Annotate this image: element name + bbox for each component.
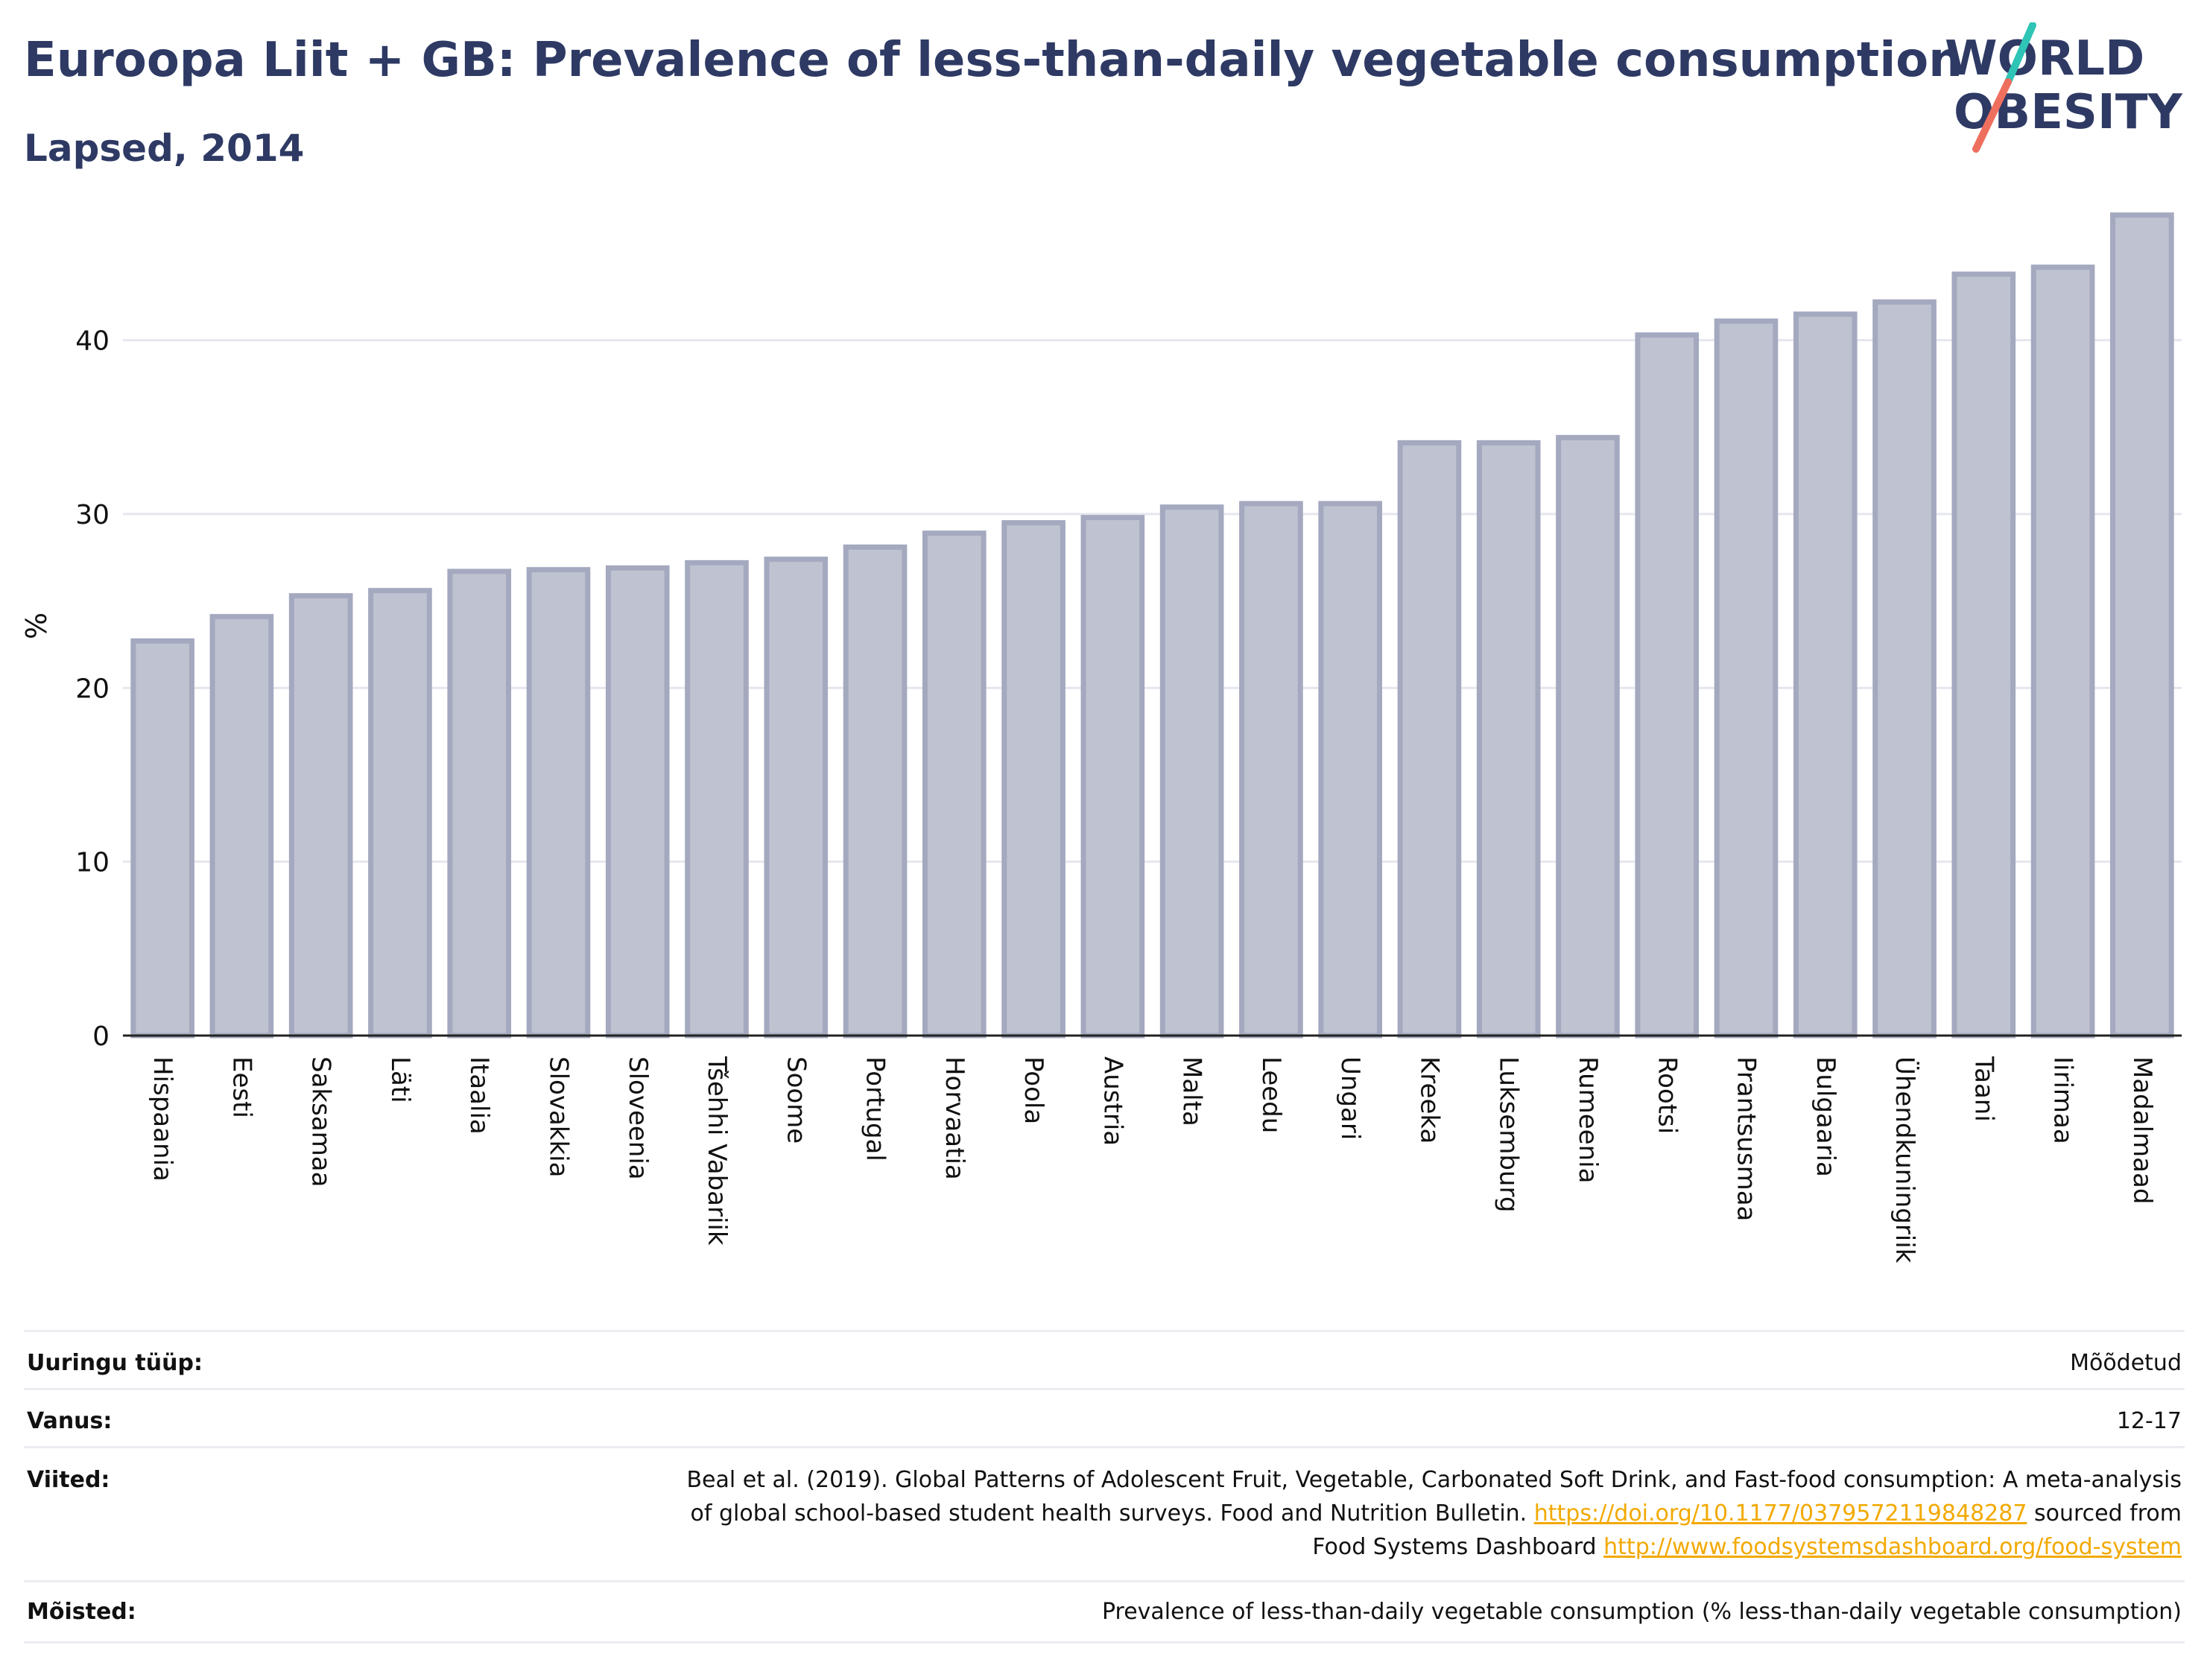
x-tick-label: Iirimaa: [2048, 1056, 2078, 1144]
bar-leedu: [1239, 501, 1303, 1039]
bar-hispaania: [130, 638, 194, 1039]
metadata-table: Uuringu tüüp: Mõõdetud Vanus: 12-17 Viit…: [24, 1330, 2185, 1643]
bar-slovakkia: [526, 567, 591, 1039]
bar-ungari: [1318, 501, 1382, 1039]
logo-line1: WORLD: [1945, 31, 2144, 86]
survey-type-value: Mõõdetud: [343, 1330, 2185, 1389]
references-text-1: Beal et al. (2019). Global Patterns of A…: [686, 1467, 2182, 1493]
bar-itaalia: [447, 568, 512, 1039]
x-tick-label: Eesti: [227, 1056, 256, 1118]
references-label: Viited:: [24, 1446, 343, 1582]
x-axis: Hispaania Eesti Saksamaa Läti Itaalia Slovakk…: [123, 1034, 2182, 1264]
bar-saksamaa: [288, 593, 353, 1039]
bar-rumeenia: [1556, 434, 1620, 1039]
age-label: Vanus:: [24, 1388, 343, 1448]
x-tick-label: Saksamaa: [306, 1056, 336, 1187]
x-tick-label: Tšehhi Vabariik: [702, 1056, 732, 1246]
meta-row-definitions: Mõisted: Prevalence of less-than-daily v…: [24, 1580, 2185, 1643]
definitions-label: Mõisted:: [24, 1580, 343, 1643]
x-tick-label: Itaalia: [464, 1056, 494, 1135]
x-tick-label: Austria: [1098, 1056, 1127, 1146]
x-tick-label: Malta: [1177, 1056, 1207, 1126]
bar-ühendkuningriik: [1872, 299, 1937, 1039]
chart-subtitle: Lapsed, 2014: [24, 127, 305, 170]
x-tick-label: Soome: [781, 1056, 811, 1144]
bars: [130, 212, 2174, 1039]
bar-läti: [368, 588, 432, 1039]
bar-soome: [764, 557, 829, 1039]
x-tick-label: Sloveenia: [623, 1056, 653, 1180]
y-tick-label: 20: [75, 673, 110, 704]
bar-kreeka: [1397, 440, 1462, 1039]
x-tick-label: Hispaania: [148, 1056, 177, 1182]
meta-row-age: Vanus: 12-17: [24, 1388, 2185, 1448]
x-tick-label: Prantsusmaa: [1732, 1056, 1761, 1221]
bar-malta: [1159, 504, 1224, 1039]
bar-bulgaaria: [1793, 311, 1858, 1039]
x-tick-label: Kreeka: [1414, 1056, 1444, 1144]
bar-tšehhi-vabariik: [685, 560, 749, 1039]
y-tick-label: 30: [75, 500, 110, 530]
bar-sloveenia: [605, 565, 670, 1039]
x-tick-label: Slovakkia: [543, 1056, 573, 1177]
x-tick-label: Poola: [1019, 1056, 1048, 1124]
x-tick-label: Luksemburg: [1494, 1056, 1524, 1212]
references-value: Beal et al. (2019). Global Patterns of A…: [343, 1446, 2185, 1582]
food-systems-link[interactable]: http://www.foodsystemsdashboard.org/food…: [1603, 1534, 2182, 1560]
x-tick-label: Madalmaad: [2127, 1056, 2157, 1204]
age-value: 12-17: [343, 1388, 2185, 1448]
bar-madalmaad: [2110, 212, 2174, 1039]
bar-portugal: [843, 544, 908, 1039]
bar-luksemburg: [1476, 440, 1541, 1039]
bar-rootsi: [1635, 332, 1700, 1039]
bar-iirimaa: [2030, 264, 2095, 1039]
references-text-2: of global school-based student health su…: [690, 1500, 1527, 1527]
bar-taani: [1951, 271, 2016, 1039]
definitions-value: Prevalence of less-than-daily vegetable …: [343, 1580, 2185, 1643]
y-tick-label: 0: [92, 1021, 110, 1052]
survey-type-label: Uuringu tüüp:: [24, 1330, 343, 1389]
x-tick-label: Horvaatia: [940, 1056, 969, 1180]
bar-chart: 0 10 20 30 40 Hispaania Eesti Saksamaa Läti Itaa…: [20, 212, 2182, 1264]
x-tick-label: Leedu: [1256, 1056, 1286, 1133]
references-text-3: sourced from: [2033, 1500, 2182, 1527]
y-tick-label: 40: [75, 326, 110, 357]
bar-poola: [1001, 520, 1065, 1039]
x-tick-label: Taani: [1969, 1056, 1998, 1122]
y-tick-label: 10: [75, 848, 110, 878]
meta-row-references: Viited: Beal et al. (2019). Global Patte…: [24, 1446, 2185, 1582]
x-tick-label: Bulgaaria: [1811, 1056, 1840, 1177]
y-axis-label: %: [20, 612, 53, 639]
x-tick-label: Rootsi: [1652, 1056, 1682, 1134]
bar-horvaatia: [922, 530, 987, 1039]
world-obesity-logo: WORLD OBESITY: [1945, 22, 2182, 153]
x-tick-label: Ungari: [1335, 1056, 1365, 1140]
meta-row-survey-type: Uuringu tüüp: Mõõdetud: [24, 1330, 2185, 1389]
bar-austria: [1080, 515, 1145, 1039]
logo-slash-coral: [1972, 78, 2012, 153]
doi-link[interactable]: https://doi.org/10.1177/0379572119848287: [1533, 1500, 2027, 1527]
y-axis: 0 10 20 30 40: [75, 326, 110, 1052]
logo-slash-teal: [2004, 22, 2036, 86]
bar-eesti: [209, 614, 274, 1039]
x-tick-label: Läti: [385, 1056, 415, 1103]
bar-prantsusmaa: [1714, 318, 1779, 1039]
x-tick-label: Portugal: [861, 1056, 890, 1161]
references-text-4: Food Systems Dashboard: [1312, 1534, 1597, 1560]
x-tick-label: Rumeenia: [1573, 1056, 1603, 1183]
x-tick-label: Ühendkuningriik: [1890, 1056, 1920, 1264]
chart-title: Euroopa Liit + GB: Prevalence of less-th…: [24, 33, 1963, 88]
